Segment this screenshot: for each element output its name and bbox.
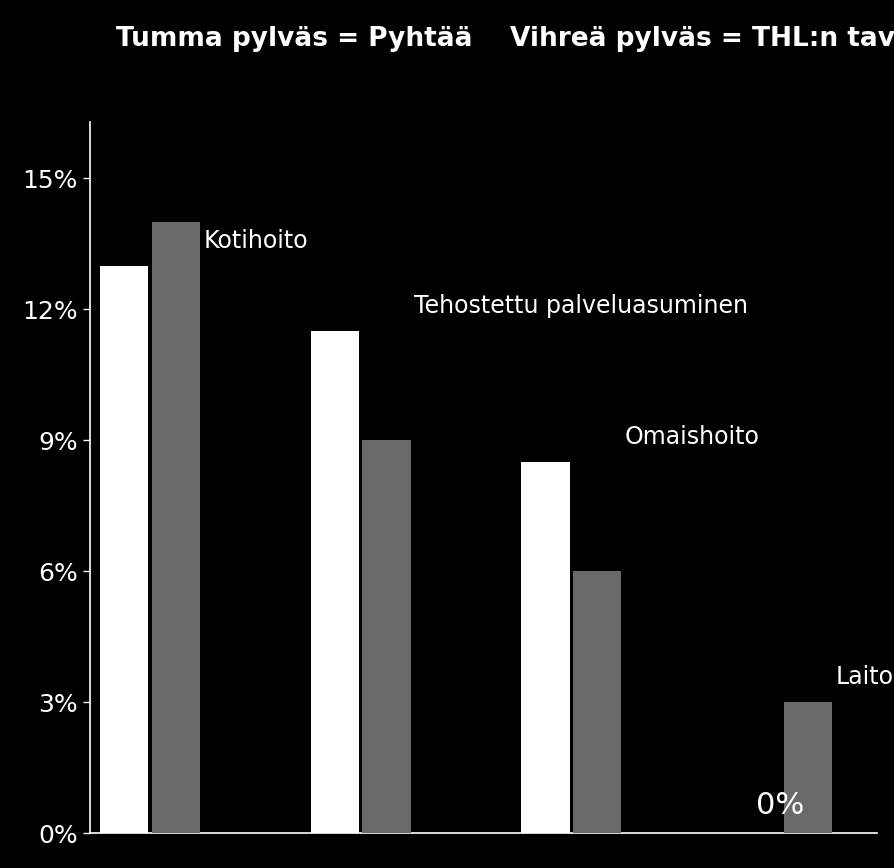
Bar	[100, 266, 148, 833]
Text: Kotihoito: Kotihoito	[203, 228, 308, 253]
Bar	[520, 462, 569, 833]
Text: Vihreä pylväs = THL:n tavoite: Vihreä pylväs = THL:n tavoite	[510, 26, 894, 52]
Bar	[310, 331, 358, 833]
Text: Omaishoito: Omaishoito	[624, 425, 759, 449]
Bar	[362, 440, 410, 833]
Bar	[151, 222, 200, 833]
Text: Tumma pylväs = Pyhtää: Tumma pylväs = Pyhtää	[116, 26, 472, 52]
Text: Tehostettu palveluasuminen: Tehostettu palveluasuminen	[414, 294, 747, 318]
Bar	[572, 571, 620, 833]
Text: Laitossijoitukset: Laitossijoitukset	[835, 665, 894, 689]
Text: 0%: 0%	[755, 791, 804, 820]
Bar	[783, 702, 831, 833]
